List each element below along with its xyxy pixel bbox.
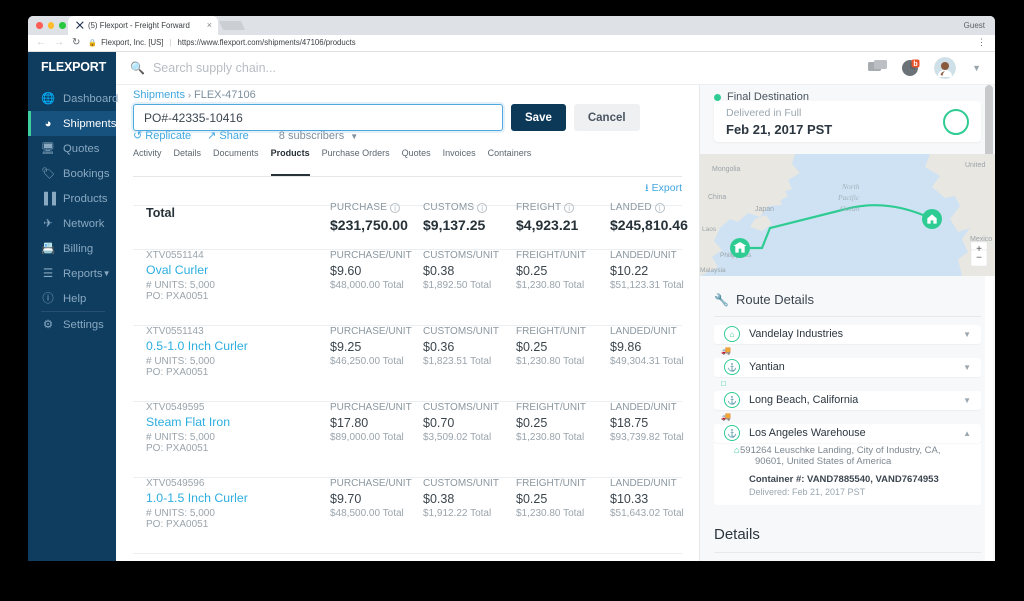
- svg-text:China: China: [708, 194, 726, 201]
- svg-text:Mongolia: Mongolia: [712, 166, 741, 173]
- svg-text:−: −: [976, 253, 982, 264]
- svg-text:b: b: [913, 61, 917, 68]
- svg-text:Pacific: Pacific: [837, 193, 860, 202]
- svg-text:United: United: [965, 162, 985, 169]
- svg-text:North: North: [841, 182, 860, 191]
- svg-text:Malaysia: Malaysia: [700, 267, 726, 274]
- svg-text:Ocean: Ocean: [840, 204, 860, 213]
- svg-text:Japan: Japan: [755, 206, 774, 213]
- svg-text:Laos: Laos: [702, 226, 717, 233]
